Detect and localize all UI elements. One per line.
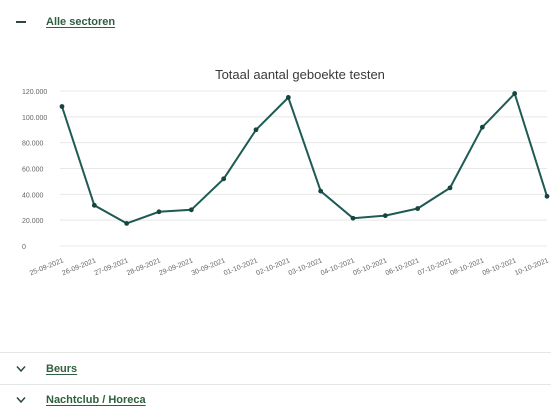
bookings-chart: Totaal aantal geboekte testen 0 20.000 40.…: [0, 44, 551, 352]
data-point: [156, 209, 162, 215]
x-tick-label: 02-10-2021: [255, 257, 291, 277]
y-tick-label: 120.000: [22, 89, 47, 96]
chevron-down-icon[interactable]: [14, 362, 28, 376]
y-tick-label: 100.000: [22, 115, 47, 122]
x-tick-label: 01-10-2021: [223, 257, 259, 277]
chevron-down-icon[interactable]: [14, 393, 28, 407]
y-tick-label: 20.000: [22, 218, 44, 225]
x-tick-label: 10-10-2021: [514, 257, 550, 277]
series-line: [61, 91, 548, 225]
data-point: [544, 193, 550, 199]
data-point: [124, 220, 130, 226]
y-tick-label: 60.000: [22, 167, 44, 174]
x-tick-label: 26-09-2021: [61, 257, 97, 277]
data-point: [91, 202, 97, 208]
data-point: [188, 207, 194, 213]
data-point: [479, 124, 485, 130]
x-tick-label: 04-10-2021: [320, 257, 356, 277]
section-label-all-sectors[interactable]: Alle sectoren: [46, 16, 116, 28]
x-tick-label: 06-10-2021: [385, 257, 421, 277]
section-label-beurs[interactable]: Beurs: [46, 362, 78, 375]
y-tick-label: 80.000: [22, 141, 44, 148]
section-beurs[interactable]: Beurs: [0, 352, 551, 385]
x-tick-label: 03-10-2021: [288, 257, 324, 277]
x-tick-label: 07-10-2021: [417, 257, 453, 277]
section-label-nachtclub-horeca[interactable]: Nachtclub / Horeca: [46, 394, 146, 406]
x-tick-label: 25-09-2021: [29, 257, 65, 277]
section-all-sectors[interactable]: Alle sectoren: [0, 0, 551, 44]
data-point: [382, 213, 388, 219]
section-nachtclub-horeca[interactable]: Nachtclub / Horeca: [0, 385, 551, 415]
x-tick-label: 09-10-2021: [482, 257, 518, 277]
x-tick-label: 29-09-2021: [158, 257, 194, 277]
data-point: [447, 185, 453, 191]
line-chart-svg: Totaal aantal geboekte testen 0 20.000 40.…: [22, 67, 550, 277]
y-tick-label: 0: [22, 244, 26, 251]
data-point: [221, 176, 227, 182]
minus-icon[interactable]: [14, 15, 28, 29]
data-point: [350, 215, 356, 221]
data-point: [285, 95, 291, 100]
data-point: [512, 91, 518, 96]
y-tick-label: 40.000: [22, 192, 44, 199]
chart-title: Totaal aantal geboekte testen: [215, 67, 385, 82]
x-tick-label: 05-10-2021: [352, 257, 388, 277]
data-point: [253, 127, 259, 133]
x-tick-label: 08-10-2021: [449, 257, 485, 277]
x-tick-label: 28-09-2021: [126, 257, 162, 277]
data-point: [415, 206, 421, 211]
data-point: [59, 104, 65, 109]
x-tick-label: 30-09-2021: [191, 257, 227, 277]
x-tick-label: 27-09-2021: [94, 257, 130, 277]
data-point: [318, 188, 324, 194]
